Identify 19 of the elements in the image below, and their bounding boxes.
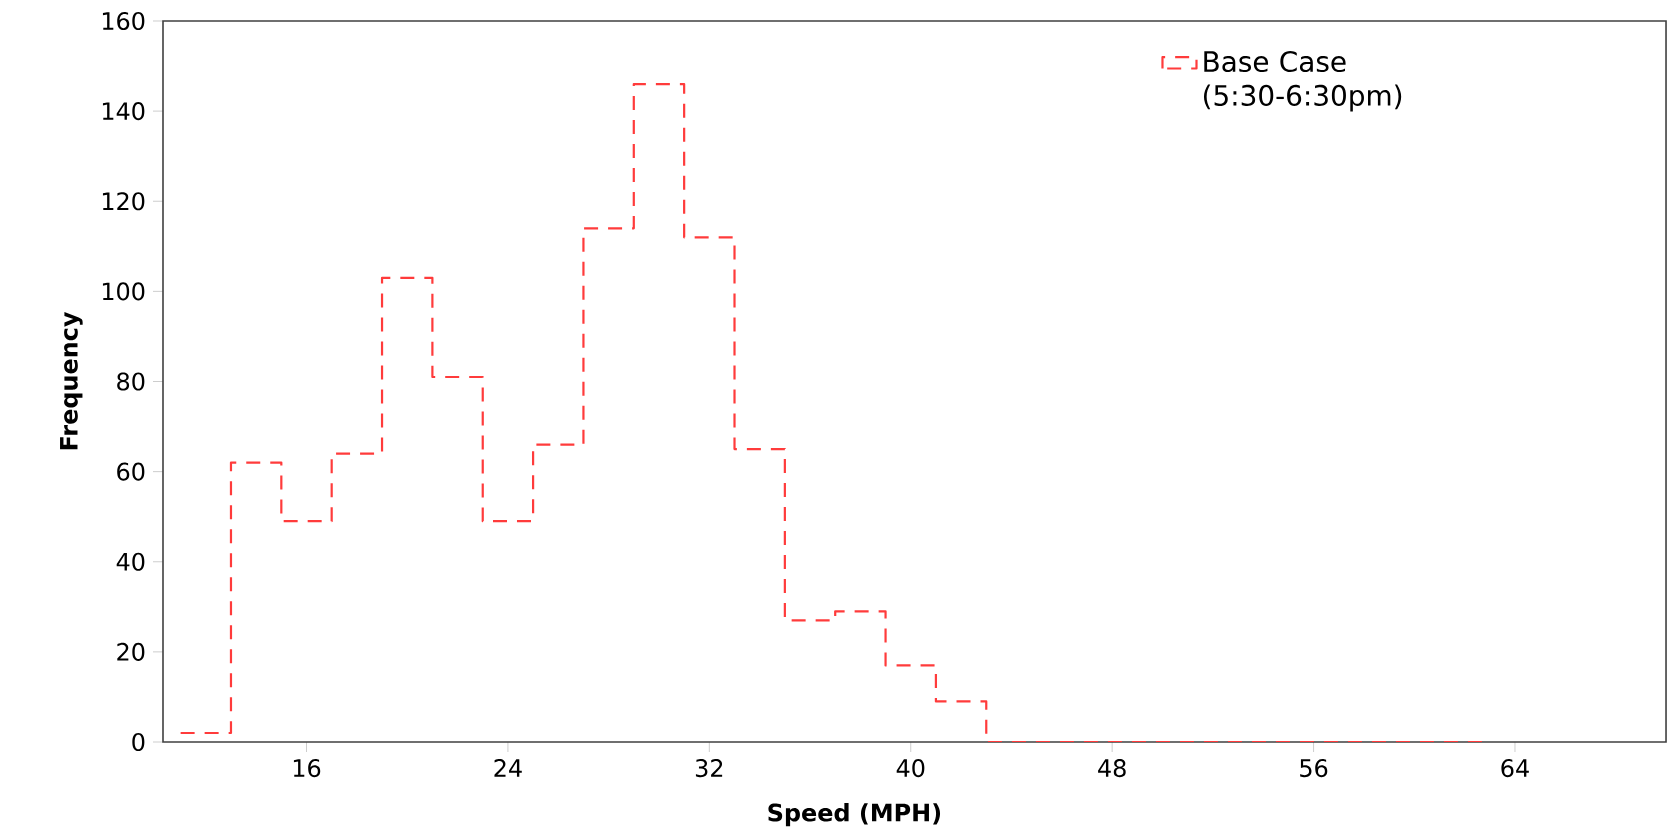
y-tick-label: 140 xyxy=(102,102,145,121)
y-tick-label: 0 xyxy=(132,732,145,752)
legend-label: Base Case (5:30-6:30pm) xyxy=(1203,50,1402,112)
x-tick-label: 64 xyxy=(1501,759,1529,778)
x-tick-label: 56 xyxy=(1300,759,1328,778)
y-tick-label: 60 xyxy=(117,462,145,481)
y-tick-label: 80 xyxy=(117,372,145,391)
y-tick-label: 160 xyxy=(102,11,145,31)
x-tick-label: 24 xyxy=(494,759,522,777)
x-tick-label: 16 xyxy=(293,759,321,778)
y-tick-label: 40 xyxy=(116,552,145,571)
x-axis-title: Speed (MPH) xyxy=(768,803,941,827)
y-tick-label: 100 xyxy=(102,282,145,301)
x-tick-label: 40 xyxy=(896,759,925,778)
x-tick-label: 32 xyxy=(695,759,723,778)
y-tick-label: 20 xyxy=(117,642,145,661)
y-axis-title: Frequency xyxy=(60,311,83,450)
y-tick-label: 120 xyxy=(102,192,145,211)
x-tick-label: 48 xyxy=(1098,759,1126,778)
